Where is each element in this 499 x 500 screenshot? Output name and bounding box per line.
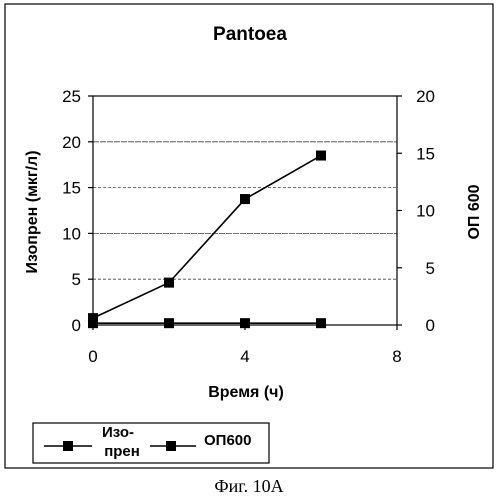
- data-point-series-1: [240, 194, 250, 205]
- legend-label-isoprene-line1: Изо-: [102, 424, 134, 441]
- legend-marker-isoprene: [63, 441, 73, 451]
- y-left-tick-label: 25: [62, 87, 81, 106]
- y-right-axis-label: ОП 600: [466, 184, 483, 239]
- y-left-tick-label: 10: [62, 224, 81, 243]
- legend: Изо- прен ОП600: [32, 422, 270, 464]
- y-left-axis: 0 5 10 15 20 25: [62, 87, 93, 335]
- y-left-tick-label: 20: [62, 133, 81, 152]
- y-left-tick-label: 15: [62, 179, 81, 198]
- data-point-series-0: [164, 318, 174, 329]
- plot-area: [92, 95, 398, 326]
- y-right-tick-label: 5: [426, 259, 435, 278]
- y-right-axis: 0 5 10 15 20: [397, 87, 435, 335]
- y-left-axis-label: Изопрен (мкг/л): [24, 150, 41, 273]
- data-point-series-0: [240, 318, 250, 329]
- data-point-series-0: [88, 318, 98, 329]
- y-right-tick-label: 0: [426, 316, 435, 335]
- legend-box: [32, 422, 270, 464]
- y-left-tick-label: 0: [72, 316, 81, 335]
- data-point-series-1: [88, 313, 98, 324]
- series-layer: [88, 150, 326, 329]
- legend-label-isoprene-line2: прен: [104, 443, 140, 460]
- chart-frame: [4, 3, 494, 469]
- data-point-series-1: [164, 277, 174, 288]
- legend-label-od600: ОП600: [204, 432, 251, 449]
- x-axis: 0 4 8: [88, 325, 402, 366]
- data-point-series-0: [316, 318, 326, 329]
- x-tick-label: 4: [240, 347, 249, 366]
- y-left-tick-label: 5: [72, 270, 81, 289]
- y-right-tick-label: 15: [416, 144, 435, 163]
- series-line-1: [92, 154, 322, 319]
- y-right-tick-label: 10: [416, 202, 435, 221]
- legend-marker-od600: [166, 441, 176, 451]
- chart-title: Pantoea: [213, 24, 287, 45]
- x-tick-label: 0: [88, 347, 97, 366]
- gridlines: [93, 141, 397, 280]
- x-tick-label: 8: [392, 347, 401, 366]
- y-right-tick-label: 20: [416, 87, 435, 106]
- figure-caption: Фиг. 10A: [214, 476, 283, 496]
- data-point-series-1: [316, 150, 326, 161]
- x-axis-label: Время (ч): [208, 384, 284, 401]
